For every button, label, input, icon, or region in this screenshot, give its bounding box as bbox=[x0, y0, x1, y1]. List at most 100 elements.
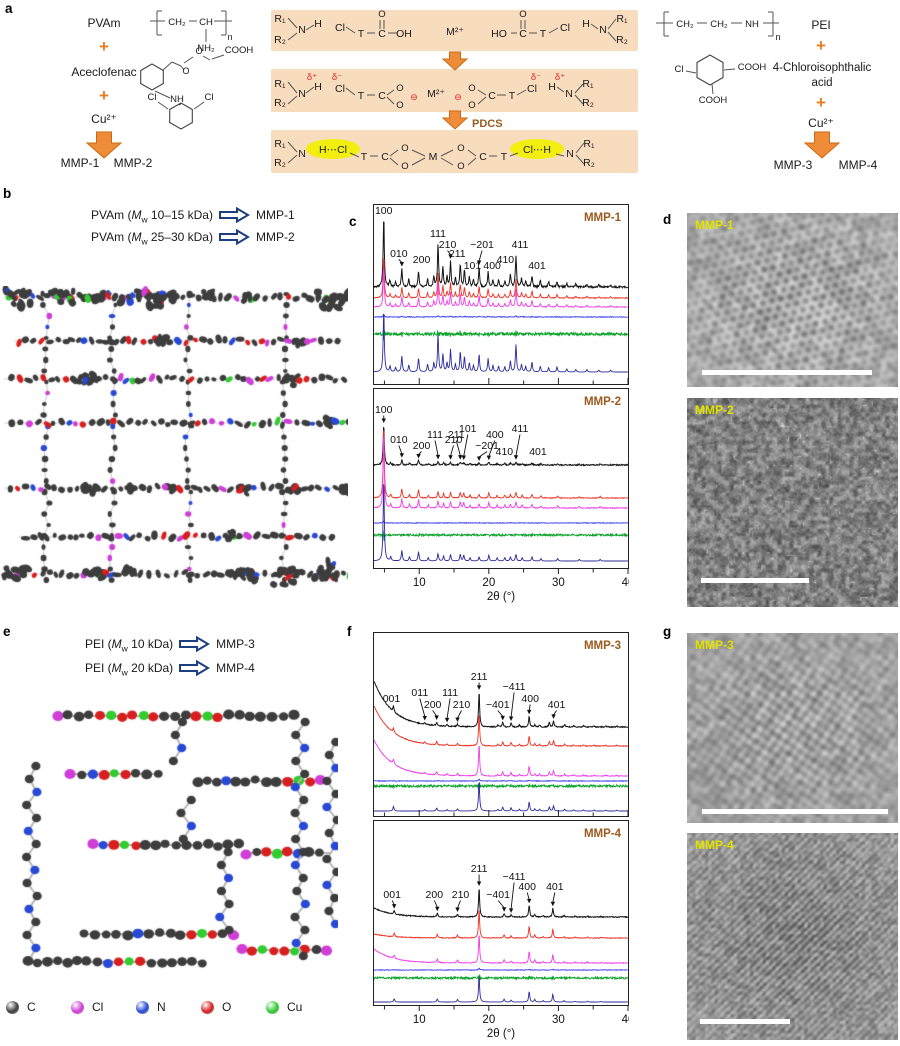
svg-text:211: 211 bbox=[471, 863, 488, 875]
svg-text:C: C bbox=[378, 28, 386, 40]
tem-canvas bbox=[687, 213, 898, 387]
pvam-mmp2-mapping: PVAm (Mw 25–30 kDa) MMP-2 bbox=[91, 229, 295, 246]
svg-text:MMP-2: MMP-2 bbox=[114, 156, 153, 170]
svg-text:NH: NH bbox=[745, 19, 759, 30]
svg-text:410: 410 bbox=[496, 446, 514, 458]
panel-label-c: c bbox=[349, 214, 357, 229]
svg-text:C: C bbox=[519, 28, 527, 40]
svg-text:M²⁺: M²⁺ bbox=[446, 26, 464, 38]
svg-text:NH₂: NH₂ bbox=[197, 43, 215, 54]
svg-text:R₁: R₁ bbox=[583, 138, 595, 150]
svg-text:4-Chloroisophthalic: 4-Chloroisophthalic bbox=[773, 62, 872, 74]
svg-text:Cu²⁺: Cu²⁺ bbox=[91, 112, 117, 126]
svg-text:T: T bbox=[358, 90, 365, 102]
xrd-pattern-mmp2: 10 20 30 40 2θ (°) MMP-2 100 101 411 111 211 400 010… bbox=[373, 388, 634, 610]
svg-text:−401: −401 bbox=[486, 699, 510, 711]
scale-bar bbox=[702, 809, 888, 814]
crystal-structure-mmp3-4 bbox=[2, 692, 338, 994]
svg-text:001: 001 bbox=[383, 693, 401, 705]
svg-text:Cl: Cl bbox=[335, 22, 345, 34]
pvam-mmp1-mapping: PVAm (Mw 10–15 kDa) MMP-1 bbox=[91, 207, 295, 224]
svg-text:200: 200 bbox=[424, 699, 442, 711]
svg-text:410: 410 bbox=[497, 254, 515, 266]
polymer-spec: PEI (Mw 20 kDa) bbox=[85, 661, 174, 678]
legend-item-chlorine: Cl bbox=[71, 1000, 136, 1014]
svg-text:CH₂: CH₂ bbox=[710, 19, 728, 30]
svg-text:210: 210 bbox=[452, 889, 470, 901]
product-label: MMP-4 bbox=[216, 661, 255, 675]
svg-text:O: O bbox=[195, 46, 202, 56]
panel-a-reaction-scheme: + + + + PDCS PVAm Aceclofenac Cu²⁺ MMP-1 MMP-2 CH₂… bbox=[61, 9, 878, 173]
svg-text:T: T bbox=[501, 151, 508, 163]
svg-text:−201: −201 bbox=[470, 239, 494, 251]
svg-text:30: 30 bbox=[552, 577, 565, 589]
svg-text:C: C bbox=[378, 90, 386, 102]
scale-bar bbox=[700, 1019, 790, 1024]
svg-text:210: 210 bbox=[439, 239, 457, 251]
svg-text:411: 411 bbox=[512, 423, 529, 435]
svg-text:+: + bbox=[816, 93, 826, 112]
svg-text:400: 400 bbox=[521, 693, 539, 705]
svg-text:401: 401 bbox=[528, 260, 546, 272]
oxygen-atom-icon bbox=[201, 1000, 214, 1014]
tem-image-mmp2: MMP-2 bbox=[687, 398, 898, 607]
panel-label-b: b bbox=[3, 186, 12, 201]
svg-text:H: H bbox=[314, 81, 322, 93]
svg-text:R₂: R₂ bbox=[616, 34, 628, 46]
svg-text:δ⁻: δ⁻ bbox=[531, 72, 541, 83]
svg-text:20: 20 bbox=[482, 1014, 495, 1026]
svg-text:PEI: PEI bbox=[811, 18, 830, 32]
svg-text:O: O bbox=[401, 143, 408, 154]
tem-label: MMP-2 bbox=[695, 403, 734, 417]
svg-text:010: 010 bbox=[390, 434, 408, 446]
pei-mmp3-mapping: PEI (Mw 10 kDa) MMP-3 bbox=[85, 636, 255, 653]
svg-text:40: 40 bbox=[622, 1014, 629, 1026]
product-label: MMP-2 bbox=[255, 230, 295, 244]
svg-text:Cl: Cl bbox=[675, 64, 684, 75]
atom-color-legend: C Cl N O Cu bbox=[6, 1000, 331, 1014]
svg-text:210: 210 bbox=[453, 699, 471, 711]
svg-text:MMP-4: MMP-4 bbox=[584, 828, 622, 840]
tem-canvas bbox=[687, 633, 898, 823]
svg-text:−401: −401 bbox=[486, 889, 510, 901]
legend-item-nitrogen: N bbox=[136, 1000, 201, 1014]
svg-text:O: O bbox=[468, 83, 475, 94]
panel-label-a: a bbox=[5, 1, 13, 16]
tem-label: MMP-3 bbox=[695, 638, 734, 652]
svg-text:R₂: R₂ bbox=[274, 34, 286, 46]
svg-text:100: 100 bbox=[375, 205, 393, 217]
svg-text:R₁: R₁ bbox=[274, 138, 286, 150]
svg-text:M²⁺: M²⁺ bbox=[427, 88, 445, 100]
svg-text:2θ (°): 2θ (°) bbox=[487, 1028, 515, 1040]
copper-atom-icon bbox=[266, 1000, 279, 1014]
block-arrow-icon bbox=[179, 636, 211, 652]
tem-image-mmp4: MMP-4 bbox=[687, 833, 898, 1040]
svg-text:R₁: R₁ bbox=[616, 13, 628, 25]
svg-text:401: 401 bbox=[529, 446, 547, 458]
svg-text:Cl: Cl bbox=[205, 92, 214, 103]
svg-text:401: 401 bbox=[546, 881, 564, 893]
svg-text:Cl: Cl bbox=[335, 83, 345, 95]
scale-bar bbox=[702, 370, 872, 375]
svg-text:R₂: R₂ bbox=[274, 97, 286, 109]
svg-text:O: O bbox=[457, 143, 464, 154]
svg-text:COOH: COOH bbox=[699, 95, 728, 106]
svg-text:δ⁺: δ⁺ bbox=[307, 72, 317, 83]
svg-text:O: O bbox=[468, 100, 475, 111]
svg-text:−411: −411 bbox=[503, 871, 526, 883]
svg-text:T: T bbox=[358, 28, 365, 40]
svg-text:400: 400 bbox=[483, 260, 501, 272]
svg-text:CH₂: CH₂ bbox=[168, 17, 186, 28]
svg-text:010: 010 bbox=[390, 248, 408, 260]
svg-text:N: N bbox=[599, 24, 607, 36]
svg-text:R₁: R₁ bbox=[582, 78, 594, 90]
svg-text:C: C bbox=[381, 151, 389, 163]
svg-text:411: 411 bbox=[512, 239, 529, 251]
svg-text:PVAm: PVAm bbox=[87, 16, 120, 30]
svg-text:Cu²⁺: Cu²⁺ bbox=[808, 116, 834, 130]
svg-text:H⋯Cl: H⋯Cl bbox=[319, 144, 347, 156]
svg-text:111: 111 bbox=[430, 228, 446, 240]
svg-text:PDCS: PDCS bbox=[472, 118, 503, 130]
svg-text:N: N bbox=[298, 24, 306, 36]
